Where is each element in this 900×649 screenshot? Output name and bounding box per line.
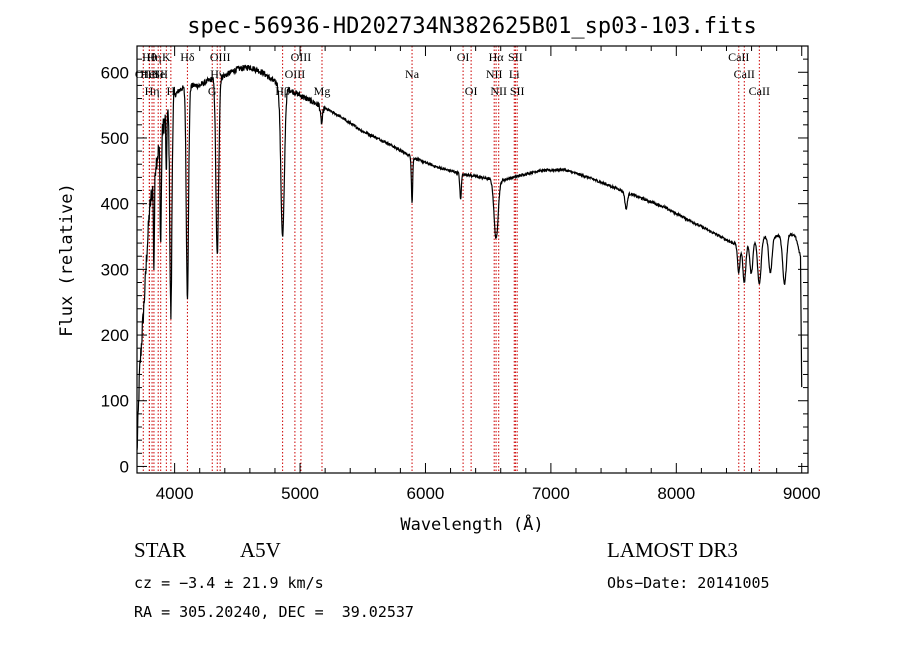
x-tick-label-0: 4000 — [156, 484, 194, 503]
x-tick-label-3: 7000 — [532, 484, 570, 503]
marker-label-21: Hα — [489, 50, 505, 64]
y-tick-label-5: 500 — [101, 129, 129, 148]
y-tick-label-6: 600 — [101, 63, 129, 82]
line-marker-labels: OIIHθHeIHηHηHeSIIKHHδGHγOIIIHβOIIIOIIIMg… — [135, 50, 770, 98]
object-class: STAR — [134, 538, 186, 562]
marker-label-8: H — [167, 84, 176, 98]
marker-label-10: G — [208, 84, 217, 98]
y-tick-label-3: 300 — [101, 260, 129, 279]
spectrum-line — [136, 64, 803, 451]
marker-label-6: SII — [153, 67, 168, 81]
marker-label-2: HeI — [140, 67, 158, 81]
marker-label-5: He — [151, 67, 165, 81]
redshift-velocity: cz = −3.4 ± 21.9 km/s — [134, 574, 324, 592]
marker-label-20: NII — [486, 67, 503, 81]
y-axis-label: Flux (relative) — [57, 183, 77, 337]
chart-title: spec-56936-HD202734N382625B01_sp03-103.f… — [187, 14, 757, 39]
marker-label-3: Hη — [145, 84, 160, 98]
y-tick-label-1: 100 — [101, 392, 129, 411]
marker-label-26: CaII — [728, 50, 749, 64]
marker-label-11: Hγ — [210, 67, 225, 81]
marker-label-0: OII — [135, 67, 152, 81]
marker-label-14: OIII — [285, 67, 306, 81]
observation-date: Obs−Date: 20141005 — [607, 574, 770, 592]
x-tick-label-1: 5000 — [281, 484, 319, 503]
x-axis-label: Wavelength (Å) — [400, 513, 543, 535]
marker-label-27: CaII — [734, 67, 755, 81]
axis-ticks — [137, 46, 808, 473]
marker-label-25: SII — [510, 84, 525, 98]
x-tick-label-5: 9000 — [783, 484, 821, 503]
axis-tick-labels: 4000 5000 6000 7000 8000 9000 0 100 200 300 400 500… — [101, 63, 821, 503]
y-tick-label-4: 400 — [101, 195, 129, 214]
marker-label-1: Hθ — [142, 50, 157, 64]
sky-coordinates: RA = 305.20240, DEC = 39.02537 — [134, 603, 414, 621]
plot-frame — [136, 45, 809, 474]
marker-label-7: K — [162, 50, 171, 64]
marker-label-9: Hδ — [180, 50, 195, 64]
marker-label-16: Mg — [314, 84, 331, 98]
marker-label-15: OIII — [291, 50, 312, 64]
marker-label-13: Hβ — [275, 84, 290, 98]
marker-label-22: NII — [490, 84, 507, 98]
spectral-subclass: A5V — [240, 538, 281, 562]
y-tick-label-2: 200 — [101, 326, 129, 345]
marker-label-24: SII — [508, 50, 523, 64]
x-tick-label-4: 8000 — [657, 484, 695, 503]
marker-label-12: OIII — [210, 50, 231, 64]
marker-label-17: Na — [405, 67, 420, 81]
line-markers — [142, 46, 760, 473]
marker-label-4: Hη — [146, 50, 161, 64]
x-tick-label-2: 6000 — [407, 484, 445, 503]
marker-label-18: OI — [457, 50, 470, 64]
y-tick-label-0: 0 — [120, 457, 129, 476]
marker-label-19: OI — [465, 84, 478, 98]
survey-name: LAMOST DR3 — [607, 538, 738, 562]
marker-label-23: Li — [509, 67, 520, 81]
marker-label-28: CaII — [749, 84, 770, 98]
